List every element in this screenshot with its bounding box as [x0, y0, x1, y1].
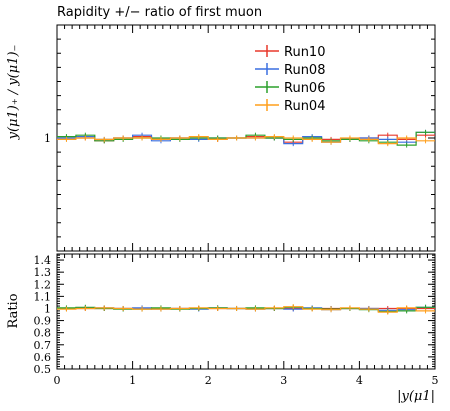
x-tick-label: 2	[205, 374, 212, 387]
main-series-group	[57, 129, 435, 148]
ratio-y-tick-label: 1.4	[34, 254, 52, 267]
x-tick-label: 4	[356, 374, 363, 387]
ratio-y-tick-label: 0.7	[34, 339, 52, 352]
ratio-y-tick-label: 0.6	[34, 351, 52, 364]
ratio-y-tick-label: 1.1	[34, 290, 52, 303]
ratio-y-tick-label: 0.9	[34, 315, 52, 328]
legend-label-run08: Run08	[284, 63, 325, 78]
ratio-ticks: 0.50.60.70.80.911.11.21.31.40 1 2 3 4 5	[34, 254, 439, 387]
legend-label-run10: Run10	[284, 45, 325, 60]
x-tick-label: 1	[129, 374, 136, 387]
x-axis-label: |y(μ1|	[397, 389, 435, 404]
ratio-y-tick-label: 0.8	[34, 327, 52, 340]
main-ticks: 1	[44, 25, 436, 251]
x-tick-label: 5	[432, 374, 439, 387]
main-y-tick-label: 1	[44, 132, 51, 145]
ratio-y-axis-label: Ratio	[6, 293, 21, 328]
legend-label-run04: Run04	[284, 99, 325, 114]
x-tick-label: 3	[280, 374, 287, 387]
ratio-y-tick-label: 1	[44, 302, 51, 315]
ratio-y-tick-label: 0.5	[34, 363, 52, 376]
ratio-series-group	[57, 304, 435, 315]
legend-label-run06: Run06	[284, 81, 325, 96]
ratio-y-tick-label: 1.3	[34, 266, 52, 279]
legend: Run10 Run08 Run06 Run04	[255, 45, 325, 114]
chart-title: Rapidity +/− ratio of first muon	[57, 5, 262, 20]
x-tick-label: 0	[54, 374, 61, 387]
ratio-y-tick-label: 1.2	[34, 278, 52, 291]
main-y-axis-label: y(μ1)₊ / y(μ1)₋	[6, 45, 21, 141]
